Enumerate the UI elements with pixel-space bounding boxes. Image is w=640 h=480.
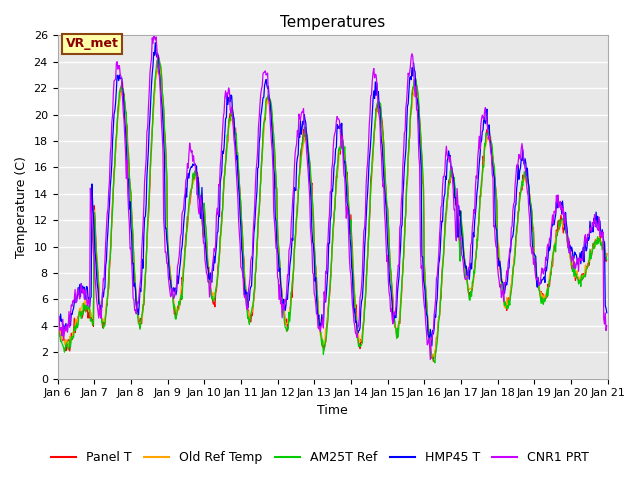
Y-axis label: Temperature (C): Temperature (C) xyxy=(15,156,28,258)
Text: VR_met: VR_met xyxy=(66,37,118,50)
Title: Temperatures: Temperatures xyxy=(280,15,385,30)
X-axis label: Time: Time xyxy=(317,404,348,417)
Legend: Panel T, Old Ref Temp, AM25T Ref, HMP45 T, CNR1 PRT: Panel T, Old Ref Temp, AM25T Ref, HMP45 … xyxy=(46,446,594,469)
